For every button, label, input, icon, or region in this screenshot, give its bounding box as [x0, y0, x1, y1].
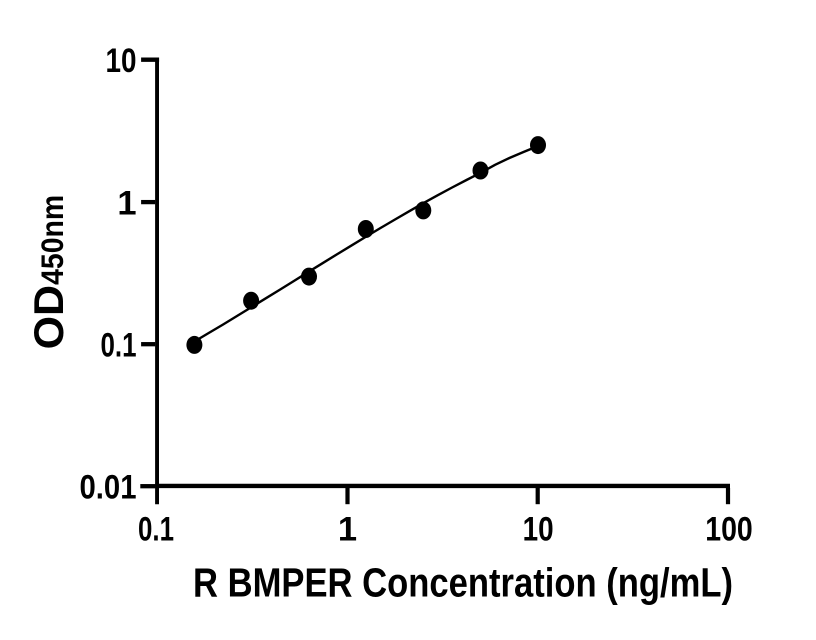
svg-text:R BMPER Concentration (ng/mL): R BMPER Concentration (ng/mL)	[193, 559, 733, 605]
svg-text:0.1: 0.1	[138, 511, 174, 549]
svg-text:0.1: 0.1	[101, 327, 137, 365]
svg-text:1: 1	[117, 184, 136, 222]
svg-text:100: 100	[705, 511, 753, 549]
svg-text:10: 10	[106, 42, 137, 80]
svg-text:0.01: 0.01	[80, 469, 137, 507]
svg-text:OD450nm: OD450nm	[25, 195, 72, 350]
svg-text:1: 1	[338, 511, 357, 549]
svg-text:10: 10	[523, 511, 554, 549]
